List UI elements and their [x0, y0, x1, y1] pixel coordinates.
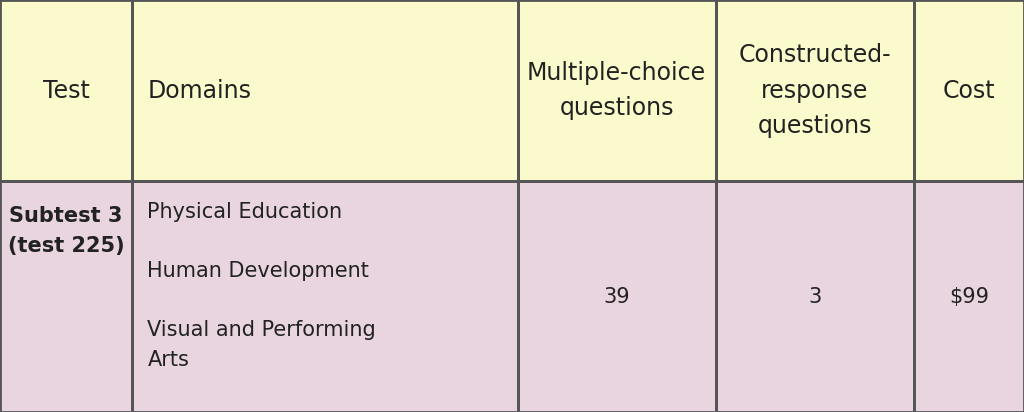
Text: Domains: Domains — [147, 79, 252, 103]
Bar — [913, 181, 1024, 412]
Bar — [517, 0, 716, 181]
Text: Cost: Cost — [943, 79, 995, 103]
Bar — [913, 181, 1024, 412]
Bar — [132, 0, 517, 181]
Bar — [913, 0, 1024, 181]
Bar — [517, 181, 716, 412]
Bar — [517, 0, 716, 181]
Text: Physical Education

Human Development

Visual and Performing
Arts: Physical Education Human Development Vis… — [147, 202, 376, 370]
Bar — [0, 0, 132, 181]
Bar — [716, 0, 913, 181]
Bar — [716, 0, 913, 181]
Bar — [716, 181, 913, 412]
Text: Constructed-
response
questions: Constructed- response questions — [738, 43, 891, 138]
Text: 3: 3 — [808, 287, 821, 307]
Bar — [517, 181, 716, 412]
Text: Test: Test — [43, 79, 89, 103]
Bar — [716, 181, 913, 412]
Text: $99: $99 — [949, 287, 989, 307]
Bar — [0, 0, 132, 181]
Bar — [132, 181, 517, 412]
Bar — [913, 0, 1024, 181]
Text: 39: 39 — [603, 287, 630, 307]
Bar — [132, 181, 517, 412]
Text: Subtest 3
(test 225): Subtest 3 (test 225) — [8, 206, 124, 255]
Text: Multiple-choice
questions: Multiple-choice questions — [527, 61, 707, 120]
Bar — [0, 181, 132, 412]
Bar — [132, 0, 517, 181]
Bar — [0, 181, 132, 412]
